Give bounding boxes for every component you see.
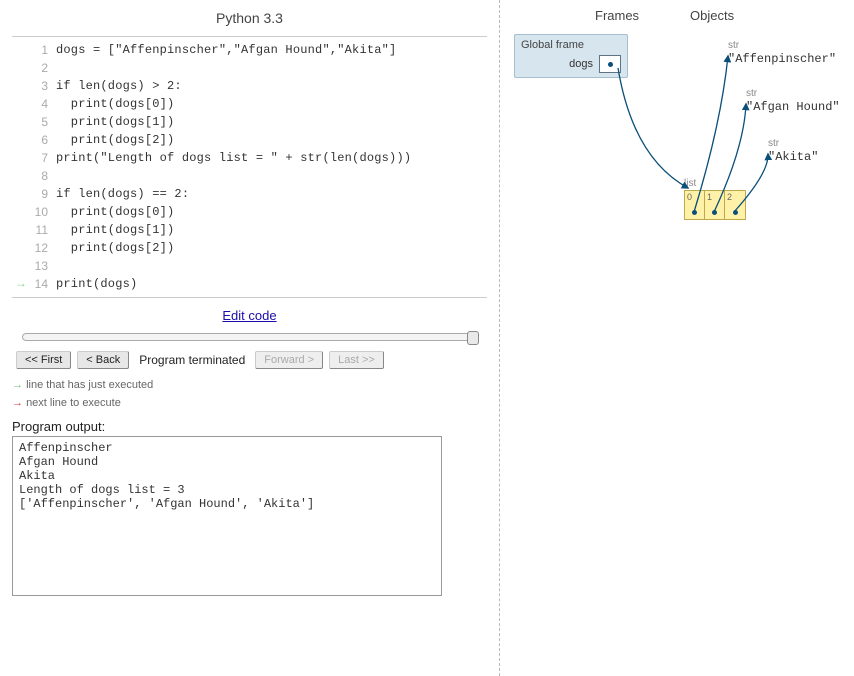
step-slider[interactable]	[22, 333, 477, 341]
arrow-executed-icon: →	[12, 379, 23, 391]
str0-type-label: str	[728, 40, 739, 51]
ptr-dot-icon	[733, 210, 738, 215]
global-frame-box: Global frame dogs	[514, 34, 628, 78]
frames-header: Frames	[595, 8, 639, 23]
line-number: 2	[30, 61, 56, 75]
code-text: dogs = ["Affenpinscher","Afgan Hound","A…	[56, 43, 487, 57]
language-title: Python 3.3	[12, 10, 487, 26]
code-text: print(dogs[2])	[56, 241, 487, 255]
just-executed-arrow-icon: →	[17, 277, 24, 291]
line-number: 4	[30, 97, 56, 111]
objects-header: Objects	[690, 8, 734, 23]
output-box: Affenpinscher Afgan Hound Akita Length o…	[12, 436, 442, 596]
list-index: 0	[687, 192, 692, 202]
code-row: 1dogs = ["Affenpinscher","Afgan Hound","…	[12, 41, 487, 59]
code-row: 13	[12, 257, 487, 275]
line-number: 3	[30, 79, 56, 93]
code-row: 4 print(dogs[0])	[12, 95, 487, 113]
arrow-next-icon: →	[12, 397, 23, 409]
line-number: 11	[30, 223, 56, 237]
str1-type-label: str	[746, 88, 757, 99]
list-index: 2	[727, 192, 732, 202]
legend-executed-text: line that has just executed	[26, 379, 153, 391]
arrow-cell: →	[12, 277, 30, 291]
list-box: 0 1 2	[684, 190, 746, 220]
first-button[interactable]: << First	[16, 351, 71, 369]
code-row: 7print("Length of dogs list = " + str(le…	[12, 149, 487, 167]
code-row: → 14print(dogs)	[12, 275, 487, 293]
line-number: 12	[30, 241, 56, 255]
back-button[interactable]: < Back	[77, 351, 129, 369]
last-button[interactable]: Last >>	[329, 351, 384, 369]
list-type-label: list	[684, 178, 696, 189]
code-text: print(dogs[0])	[56, 205, 487, 219]
code-row: 10 print(dogs[0])	[12, 203, 487, 221]
left-pane: Python 3.3 1dogs = ["Affenpinscher","Afg…	[0, 0, 500, 676]
str2-value: "Akita"	[768, 150, 818, 164]
output-label: Program output:	[12, 419, 487, 434]
code-text: print(dogs[2])	[56, 133, 487, 147]
forward-button[interactable]: Forward >	[255, 351, 323, 369]
line-number: 9	[30, 187, 56, 201]
legend-next: → next line to execute	[12, 397, 487, 409]
right-pane: Frames Objects Global frame dogs list 0 1…	[500, 0, 854, 676]
str2-type-label: str	[768, 138, 779, 149]
code-text: print(dogs[1])	[56, 223, 487, 237]
list-index: 1	[707, 192, 712, 202]
legend-next-text: next line to execute	[26, 397, 121, 409]
list-cell: 2	[725, 191, 745, 219]
ptr-dot-icon	[608, 62, 613, 67]
code-text: if len(dogs) == 2:	[56, 187, 487, 201]
ptr-dot-icon	[712, 210, 717, 215]
code-row: 2	[12, 59, 487, 77]
ptr-dot-icon	[692, 210, 697, 215]
line-number: 5	[30, 115, 56, 129]
status-text: Program terminated	[139, 353, 245, 367]
str0-value: "Affenpinscher"	[728, 52, 836, 66]
code-text: print(dogs[1])	[56, 115, 487, 129]
line-number: 14	[30, 277, 56, 291]
code-row: 3if len(dogs) > 2:	[12, 77, 487, 95]
code-block: 1dogs = ["Affenpinscher","Afgan Hound","…	[12, 36, 487, 298]
code-row: 8	[12, 167, 487, 185]
code-row: 6 print(dogs[2])	[12, 131, 487, 149]
code-row: 9if len(dogs) == 2:	[12, 185, 487, 203]
line-number: 1	[30, 43, 56, 57]
line-number: 7	[30, 151, 56, 165]
line-number: 10	[30, 205, 56, 219]
code-text: print(dogs)	[56, 277, 487, 291]
code-text: print("Length of dogs list = " + str(len…	[56, 151, 487, 165]
line-number: 8	[30, 169, 56, 183]
code-row: 12 print(dogs[2])	[12, 239, 487, 257]
line-number: 13	[30, 259, 56, 273]
slider-handle[interactable]	[467, 331, 479, 345]
str1-value: "Afgan Hound"	[746, 100, 840, 114]
list-cell: 0	[685, 191, 705, 219]
line-number: 6	[30, 133, 56, 147]
var-ptr-cell	[599, 55, 621, 73]
code-row: 11 print(dogs[1])	[12, 221, 487, 239]
list-cell: 1	[705, 191, 725, 219]
controls-bar: << First < Back Program terminated Forwa…	[16, 351, 483, 369]
code-row: 5 print(dogs[1])	[12, 113, 487, 131]
edit-code-link[interactable]: Edit code	[12, 308, 487, 323]
var-name-dogs: dogs	[569, 58, 593, 70]
code-text: print(dogs[0])	[56, 97, 487, 111]
legend-executed: → line that has just executed	[12, 379, 487, 391]
global-frame-title: Global frame	[521, 39, 621, 51]
code-text: if len(dogs) > 2:	[56, 79, 487, 93]
